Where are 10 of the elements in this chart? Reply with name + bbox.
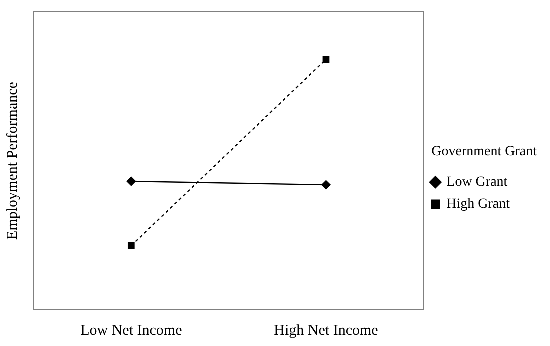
point [126, 176, 136, 186]
legend-label: High Grant [446, 197, 510, 212]
point [128, 242, 135, 250]
x-tick-label: Low Net Income [80, 322, 183, 339]
point [322, 56, 330, 64]
point [322, 180, 331, 190]
legend-label: Low Grant [446, 175, 508, 190]
y-axis-title: Employment Performance [4, 82, 21, 240]
legend-title: Government Grant [432, 144, 538, 160]
x-tick-label: High Net Income [274, 322, 379, 339]
